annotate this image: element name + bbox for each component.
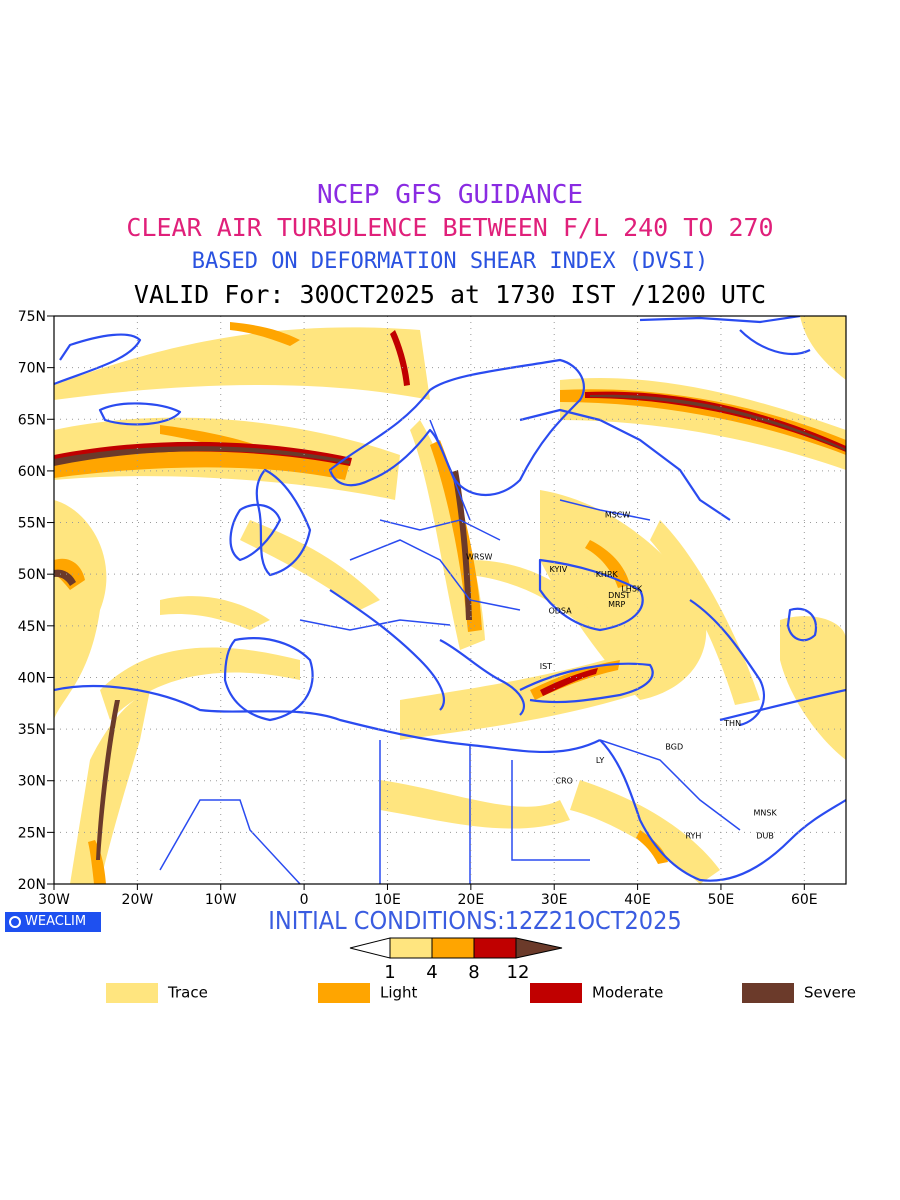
longitude-label: 60E xyxy=(791,892,818,908)
latitude-label: 35N xyxy=(18,722,46,738)
station-label: CRO xyxy=(555,777,572,786)
title-product: CLEAR AIR TURBULENCE BETWEEN F/L 240 TO … xyxy=(126,213,774,242)
latitude-labels: 75N 70N 65N 60N 55N 50N 45N 40N 35N 30N 25N 20N xyxy=(18,309,54,893)
station-label: DNST xyxy=(608,591,630,600)
latitude-label: 45N xyxy=(18,619,46,635)
colorbar-severe-triangle xyxy=(515,937,563,959)
legend-swatch xyxy=(742,983,794,1003)
legend-label: Light xyxy=(380,983,418,1002)
colorbar-light xyxy=(431,937,475,959)
legend-swatch xyxy=(530,983,582,1003)
latitude-label: 60N xyxy=(18,464,46,480)
weaclim-logo-icon xyxy=(9,916,21,928)
legend-label: Trace xyxy=(168,983,208,1002)
latitude-label: 75N xyxy=(18,309,46,325)
coastlines xyxy=(54,316,846,882)
longitude-label: 0 xyxy=(300,892,309,908)
longitude-label: 30W xyxy=(38,892,70,908)
colorbar-trace xyxy=(389,937,433,959)
longitude-label: 30E xyxy=(541,892,568,908)
longitude-label: 40E xyxy=(624,892,651,908)
colorbar-tick: 12 xyxy=(507,962,530,980)
station-label: MRP xyxy=(608,600,625,609)
latitude-label: 50N xyxy=(18,567,46,583)
turbulence-map: 75N 70N 65N 60N 55N 50N 45N 40N 35N 30N 25N 20N 30W… xyxy=(18,309,847,908)
station-label: WRSW xyxy=(466,553,493,562)
station-label: ODSA xyxy=(548,606,572,615)
political-borders xyxy=(159,419,741,884)
longitude-labels: 30W 20W 10W 0 10E 20E 30E 40E 50E 60E xyxy=(38,884,818,908)
longitude-label: 20W xyxy=(122,892,154,908)
station-label: LHSK xyxy=(621,585,643,594)
weaclim-badge: WEACLIM xyxy=(5,912,101,932)
station-label: MNSK xyxy=(754,809,778,818)
legend-swatch xyxy=(318,983,370,1003)
legend-swatch xyxy=(106,983,158,1003)
longitude-label: 50E xyxy=(708,892,735,908)
colorbar: 1 4 8 12 xyxy=(349,937,563,980)
latitude-label: 55N xyxy=(18,516,46,532)
station-label: KYIV xyxy=(550,565,568,574)
latitude-label: 30N xyxy=(18,774,46,790)
longitude-label: 20E xyxy=(458,892,485,908)
plot-frame xyxy=(53,315,847,885)
colorbar-tick: 4 xyxy=(426,962,437,980)
station-label: IST xyxy=(540,662,552,671)
badge-label: WEACLIM xyxy=(25,914,87,929)
station-label: THN xyxy=(723,719,741,728)
station-label: LY xyxy=(596,756,604,765)
legend-label: Severe xyxy=(804,983,856,1002)
latitude-label: 70N xyxy=(18,361,46,377)
title-method: BASED ON DEFORMATION SHEAR INDEX (DVSI) xyxy=(191,249,709,274)
longitude-label: 10E xyxy=(374,892,401,908)
station-label: MSCW xyxy=(605,510,631,519)
legend-light: Light xyxy=(318,983,417,1003)
longitude-label: 10W xyxy=(205,892,237,908)
map-gridlines xyxy=(54,316,846,884)
legend-moderate: Moderate xyxy=(530,983,663,1003)
initial-conditions: INITIAL CONDITIONS:12Z21OCT2025 xyxy=(268,906,682,935)
station-label: DUB xyxy=(756,831,774,840)
station-label: BGD xyxy=(665,743,683,752)
latitude-label: 40N xyxy=(18,670,46,686)
title-model: NCEP GFS GUIDANCE xyxy=(316,180,584,210)
title-valid-time: VALID For: 30OCT2025 at 1730 IST /1200 U… xyxy=(133,280,767,309)
colorbar-tick: 8 xyxy=(468,962,479,980)
severe-shading xyxy=(54,394,846,860)
colorbar-tick: 1 xyxy=(384,962,395,980)
colorbar-below-triangle xyxy=(349,937,391,959)
legend-label: Moderate xyxy=(592,983,664,1002)
latitude-label: 65N xyxy=(18,412,46,428)
station-label: RYH xyxy=(685,831,701,840)
legend-severe: Severe xyxy=(742,983,856,1003)
latitude-label: 20N xyxy=(18,877,46,893)
colorbar-moderate xyxy=(473,937,517,959)
legend-trace: Trace xyxy=(106,983,208,1003)
station-label: KHRK xyxy=(596,570,619,579)
latitude-label: 25N xyxy=(18,825,46,841)
